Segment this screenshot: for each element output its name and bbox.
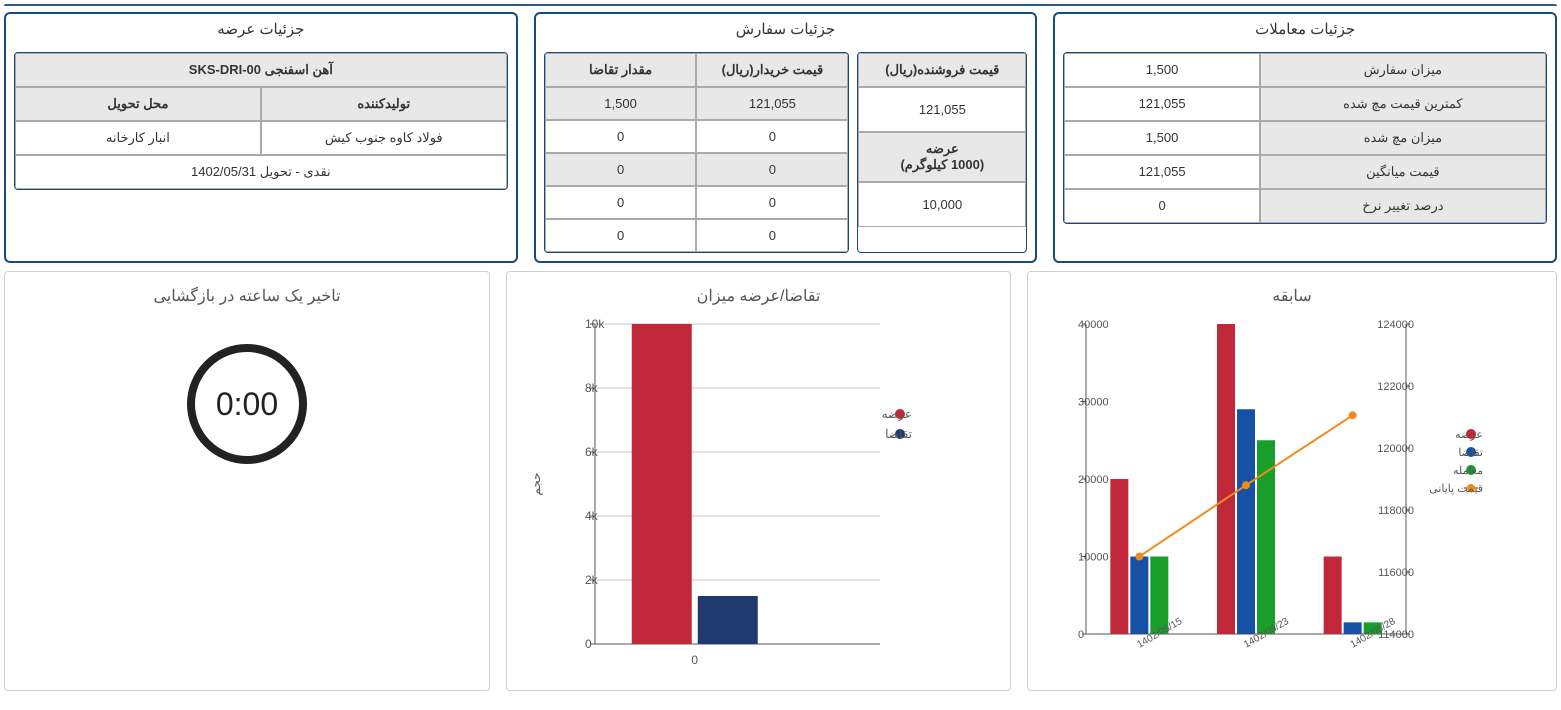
- demand-qty-cell: 0: [545, 219, 697, 252]
- offer-details-panel: جزئیات عرضه آهن اسفنجی SKS-DRI-00 تولیدک…: [4, 12, 518, 263]
- order-row: 00: [545, 186, 849, 219]
- buyer-price-cell: 0: [696, 186, 848, 219]
- delivery-place-value: انبار کارخانه: [15, 121, 261, 155]
- order-row: 121,0551,500: [545, 87, 849, 120]
- svg-text:قیمت پایانی: قیمت پایانی: [1429, 483, 1483, 495]
- svg-text:124000: 124000: [1377, 319, 1414, 331]
- terms-value: نقدی - تحویل 1402/05/31: [15, 155, 507, 189]
- svg-text:معامله: معامله: [1453, 465, 1483, 477]
- trade-label: قیمت میانگین: [1260, 155, 1546, 189]
- svg-text:40000: 40000: [1078, 319, 1109, 331]
- svg-text:0: 0: [1078, 629, 1084, 641]
- trade-value: 1,500: [1064, 53, 1259, 87]
- svg-text:120000: 120000: [1377, 443, 1414, 455]
- order-row: 00: [545, 153, 849, 186]
- trade-row: کمترین قیمت مچ شده121,055: [1064, 87, 1546, 121]
- trade-value: 121,055: [1064, 87, 1259, 121]
- volume-value: 10,000: [858, 182, 1026, 227]
- svg-text:تقاضا: تقاضا: [1458, 447, 1483, 459]
- demand-qty-cell: 1,500: [545, 87, 697, 120]
- trade-value: 0: [1064, 189, 1259, 223]
- supply-demand-title: تقاضا/عرضه میزان: [507, 272, 1010, 314]
- volume-label: عرضه(1000 کیلوگرم): [858, 132, 1026, 182]
- demand-qty-cell: 0: [545, 120, 697, 153]
- order-row: 00: [545, 120, 849, 153]
- timer-panel: تاخیر یک ساعته در بازگشایی 0:00: [4, 271, 490, 691]
- trade-row: درصد تغییر نرخ0: [1064, 189, 1546, 223]
- buyer-price-cell: 0: [696, 153, 848, 186]
- buyer-price-cell: 0: [696, 120, 848, 153]
- trade-value: 121,055: [1064, 155, 1259, 189]
- product-name: آهن اسفنجی SKS-DRI-00: [15, 53, 507, 87]
- demand-qty-cell: 0: [545, 153, 697, 186]
- timer-value: 0:00: [187, 344, 307, 464]
- producer-value: فولاد کاوه جنوب کیش: [261, 121, 507, 155]
- svg-text:122000: 122000: [1377, 381, 1414, 393]
- svg-text:116000: 116000: [1378, 567, 1414, 579]
- buyer-price-cell: 121,055: [696, 87, 848, 120]
- producer-label: تولیدکننده: [261, 87, 507, 121]
- svg-text:30000: 30000: [1078, 397, 1109, 409]
- svg-text:حجم: حجم: [529, 472, 543, 495]
- svg-text:عرضه: عرضه: [882, 407, 912, 421]
- trade-label: کمترین قیمت مچ شده: [1260, 87, 1546, 121]
- seller-price-label: قیمت فروشنده(ریال): [858, 53, 1026, 87]
- trade-row: قیمت میانگین121,055: [1064, 155, 1546, 189]
- trade-label: میزان مچ شده: [1260, 121, 1546, 155]
- trade-row: میزان مچ شده1,500: [1064, 121, 1546, 155]
- order-title: جزئیات سفارش: [536, 14, 1036, 44]
- svg-text:118000: 118000: [1378, 505, 1414, 517]
- buyer-price-label: قیمت خریدار(ریال): [696, 53, 848, 87]
- buyer-price-cell: 0: [696, 219, 848, 252]
- trades-details-panel: جزئیات معاملات میزان سفارش1,500کمترین قی…: [1053, 12, 1557, 263]
- trade-label: میزان سفارش: [1260, 53, 1546, 87]
- delivery-place-label: محل تحویل: [15, 87, 261, 121]
- order-details-panel: جزئیات سفارش قیمت فروشنده(ریال) 121,055 …: [534, 12, 1038, 263]
- trade-value: 1,500: [1064, 121, 1259, 155]
- history-chart: سابقه 0100002000030000400001140001160001…: [1027, 271, 1557, 691]
- supply-demand-chart: تقاضا/عرضه میزان 02k4k6k8k10k0حجمعرضهتقا…: [506, 271, 1011, 691]
- svg-text:تقاضا: تقاضا: [885, 427, 912, 441]
- order-row: 00: [545, 219, 849, 252]
- trades-title: جزئیات معاملات: [1055, 14, 1555, 44]
- trade-row: میزان سفارش1,500: [1064, 53, 1546, 87]
- seller-price-value: 121,055: [858, 87, 1026, 132]
- svg-text:0: 0: [691, 653, 698, 667]
- svg-text:10000: 10000: [1078, 552, 1109, 564]
- offer-title: جزئیات عرضه: [6, 14, 516, 44]
- svg-text:عرضه: عرضه: [1455, 429, 1483, 441]
- svg-text:20000: 20000: [1078, 474, 1109, 486]
- demand-qty-label: مقدار تقاضا: [545, 53, 697, 87]
- trade-label: درصد تغییر نرخ: [1260, 189, 1546, 223]
- demand-qty-cell: 0: [545, 186, 697, 219]
- history-title: سابقه: [1028, 272, 1556, 314]
- timer-title: تاخیر یک ساعته در بازگشایی: [5, 272, 489, 314]
